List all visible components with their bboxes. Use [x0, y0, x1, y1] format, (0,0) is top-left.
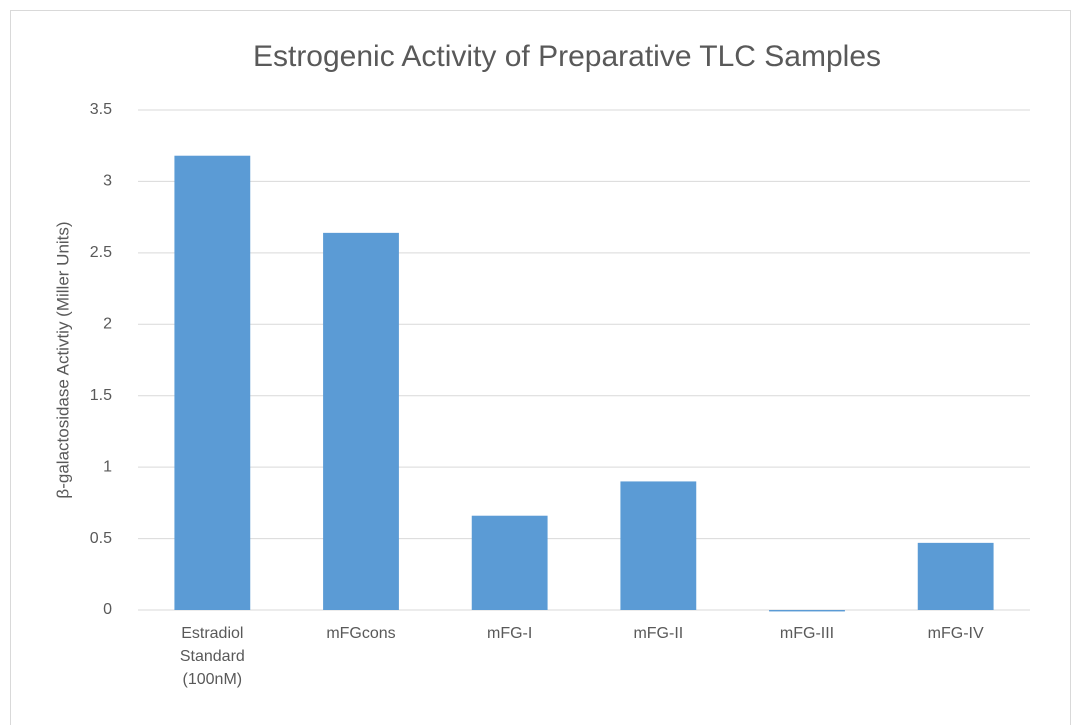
x-tick-label: mFG-III: [779, 625, 835, 642]
bar: [620, 481, 697, 610]
bar: [769, 610, 845, 612]
y-tick-label: 3: [103, 173, 112, 190]
bar: [471, 515, 548, 610]
y-tick-label: 0: [103, 601, 112, 618]
x-tick-label: mFG-II: [633, 625, 684, 642]
y-tick-label: 1.5: [90, 387, 112, 404]
x-tick-label: mFG-IV: [927, 625, 984, 642]
chart-border: [10, 10, 1071, 725]
x-tick-label: mFG-I: [486, 625, 533, 642]
y-axis-title: β-galactosidase Activtiy (Miller Units): [53, 221, 72, 498]
chart-title: Estrogenic Activity of Preparative TLC S…: [253, 40, 881, 73]
y-tick-label: 2.5: [90, 244, 112, 261]
y-tick-label: 2: [103, 316, 112, 333]
x-tick-label: mFGcons: [326, 625, 396, 642]
x-tick-label: Estradiol Standard (100nM): [179, 625, 245, 688]
y-tick-label: 3.5: [90, 101, 112, 118]
y-tick-label: 1: [103, 458, 112, 475]
y-tick-label: 0.5: [90, 530, 112, 547]
bar: [174, 155, 251, 610]
bar: [917, 542, 994, 610]
bar: [323, 232, 399, 610]
